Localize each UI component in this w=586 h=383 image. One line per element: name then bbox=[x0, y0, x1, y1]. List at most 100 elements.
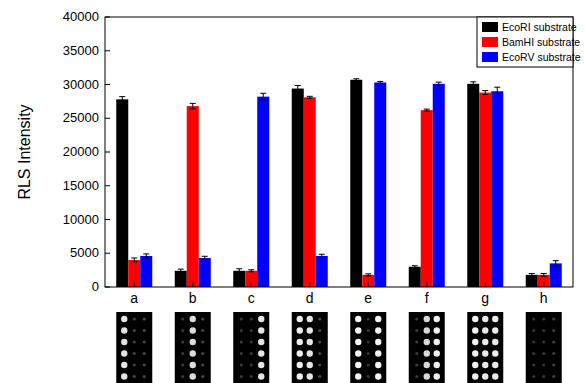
array-spot bbox=[492, 373, 498, 379]
array-spot bbox=[415, 329, 418, 332]
array-spot bbox=[532, 375, 535, 378]
error-stem bbox=[204, 256, 205, 259]
error-cap bbox=[295, 85, 301, 86]
bar bbox=[491, 91, 503, 287]
error-cap bbox=[436, 85, 442, 86]
bars bbox=[116, 79, 562, 287]
array-spot bbox=[367, 340, 370, 343]
y-tick-label: 30000 bbox=[63, 77, 99, 92]
array-spot bbox=[297, 339, 303, 345]
error-cap bbox=[541, 276, 547, 277]
array-spot bbox=[121, 327, 127, 333]
array-spot bbox=[482, 362, 488, 368]
array-spot bbox=[258, 339, 264, 345]
array-spot bbox=[492, 350, 498, 356]
array-spot bbox=[552, 363, 555, 366]
array-spot bbox=[240, 375, 243, 378]
error-bar bbox=[143, 254, 149, 258]
error-bar bbox=[470, 82, 476, 86]
array-spot bbox=[297, 362, 303, 368]
y-tick-label: 0 bbox=[92, 279, 99, 294]
array-spot bbox=[415, 375, 418, 378]
array-spot bbox=[258, 316, 264, 322]
error-stem bbox=[192, 103, 193, 108]
error-cap bbox=[377, 83, 383, 84]
x-tick-label: f bbox=[425, 290, 429, 306]
array-spot bbox=[121, 316, 127, 322]
error-stem bbox=[263, 93, 264, 100]
array-image bbox=[292, 312, 328, 383]
array-spot bbox=[415, 363, 418, 366]
y-tick-label: 15000 bbox=[63, 178, 99, 193]
array-spot bbox=[121, 373, 127, 379]
array-image bbox=[175, 312, 211, 383]
x-tick bbox=[309, 282, 310, 287]
error-bar bbox=[178, 269, 184, 272]
array-spot bbox=[250, 363, 253, 366]
array-spot bbox=[542, 340, 545, 343]
array-spot bbox=[434, 350, 440, 356]
x-tick-label: h bbox=[540, 290, 548, 306]
array-spot bbox=[250, 317, 253, 320]
error-cap bbox=[319, 257, 325, 258]
array-spot bbox=[318, 340, 321, 343]
bar bbox=[245, 271, 257, 287]
y-tick-label: 5000 bbox=[70, 245, 99, 260]
legend-swatch bbox=[482, 37, 498, 47]
bar bbox=[175, 271, 187, 287]
array-spot bbox=[482, 316, 488, 322]
array-spot bbox=[424, 373, 430, 379]
error-cap bbox=[424, 111, 430, 112]
legend-label: EcoRI substrate bbox=[502, 21, 577, 33]
error-cap bbox=[202, 256, 208, 257]
array-spot bbox=[375, 316, 381, 322]
array-image bbox=[409, 312, 445, 383]
array-spot bbox=[318, 329, 321, 332]
error-cap bbox=[436, 82, 442, 83]
array-spot bbox=[318, 317, 321, 320]
array-spot bbox=[181, 317, 184, 320]
error-cap bbox=[365, 275, 371, 276]
bar bbox=[116, 99, 128, 287]
error-cap bbox=[377, 81, 383, 82]
error-cap bbox=[541, 273, 547, 274]
error-stem bbox=[321, 254, 322, 257]
array-spot bbox=[250, 375, 253, 378]
error-cap bbox=[307, 98, 313, 99]
array-background bbox=[409, 312, 445, 383]
error-bar bbox=[295, 86, 301, 92]
y-tick bbox=[105, 50, 110, 51]
error-bar bbox=[119, 97, 125, 102]
array-spot bbox=[415, 340, 418, 343]
bar bbox=[199, 258, 211, 287]
y-tick-label: 35000 bbox=[63, 43, 99, 58]
error-cap bbox=[248, 269, 254, 270]
error-cap bbox=[482, 94, 488, 95]
array-spot bbox=[434, 316, 440, 322]
array-spot bbox=[307, 350, 313, 356]
y-tick bbox=[105, 17, 110, 18]
error-cap bbox=[494, 87, 500, 88]
array-image bbox=[116, 312, 152, 383]
array-spot bbox=[240, 352, 243, 355]
array-spot bbox=[532, 340, 535, 343]
error-cap bbox=[143, 257, 149, 258]
array-spot bbox=[532, 352, 535, 355]
legend: EcoRI substrateBamHI substrateEcoRV subs… bbox=[477, 17, 581, 67]
array-spot bbox=[472, 316, 478, 322]
array-spot bbox=[143, 329, 146, 332]
array-background bbox=[467, 312, 503, 383]
array-spot bbox=[133, 363, 136, 366]
error-bar bbox=[248, 270, 254, 272]
error-cap bbox=[131, 262, 137, 263]
array-spot bbox=[552, 375, 555, 378]
array-background bbox=[350, 312, 386, 383]
array-spot bbox=[240, 363, 243, 366]
array-spot bbox=[181, 375, 184, 378]
error-stem bbox=[180, 269, 181, 272]
y-tick bbox=[105, 287, 110, 288]
bar bbox=[257, 97, 269, 287]
array-spot bbox=[181, 352, 184, 355]
array-spot bbox=[143, 340, 146, 343]
error-bar bbox=[190, 103, 196, 108]
